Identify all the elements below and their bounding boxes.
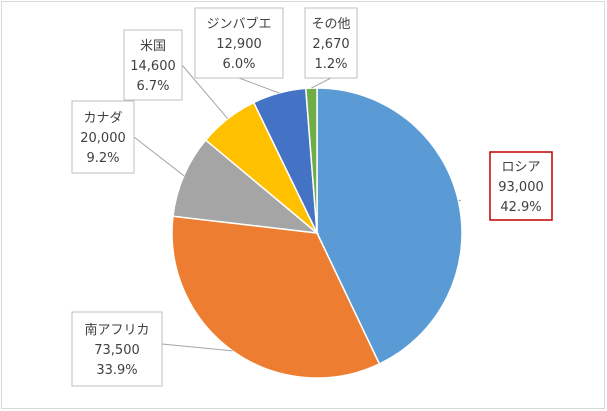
data-label-value: 12,900 [216, 37, 262, 52]
pie-slice [171, 215, 381, 379]
data-label-name: 米国 [140, 39, 166, 54]
data-label-box [489, 151, 553, 221]
data-label-percent: 1.2% [314, 57, 347, 72]
data-label-percent: 33.9% [96, 363, 137, 378]
leader-line [238, 77, 280, 94]
data-label-box [71, 311, 163, 387]
data-labels: ロシア 93,000 42.9% 南アフリカ 73,500 33.9% カナダ 20,000 9… [71, 7, 553, 387]
data-label-value: 73,500 [94, 343, 140, 358]
pie-slices [171, 87, 463, 379]
data-label: 米国 14,600 6.7% [123, 29, 183, 101]
data-label-box [71, 100, 135, 174]
leader-line [311, 77, 332, 89]
data-label-percent: 42.9% [500, 200, 541, 215]
data-label-box [304, 7, 358, 79]
leader-line [133, 136, 185, 177]
data-label-value: 14,600 [130, 59, 176, 74]
data-label: 南アフリカ 73,500 33.9% [71, 311, 163, 387]
data-label-percent: 6.7% [136, 79, 169, 94]
data-label-name: ロシア [501, 160, 540, 175]
leader-lines [133, 64, 462, 352]
data-label: その他 2,670 1.2% [304, 7, 358, 79]
data-label: ロシア 93,000 42.9% [489, 151, 553, 221]
pie-slice [172, 138, 320, 235]
pie-slice [316, 87, 463, 365]
data-label-name: ジンバブエ [206, 16, 271, 32]
data-label-name: その他 [311, 17, 350, 32]
data-label-box [194, 7, 284, 79]
data-label: カナダ 20,000 9.2% [71, 100, 135, 174]
data-label-percent: 6.0% [222, 57, 255, 72]
data-label: ジンバブエ 12,900 6.0% [194, 7, 284, 79]
pie-slice [304, 87, 318, 234]
leader-line [181, 64, 229, 120]
data-label-box [123, 29, 183, 101]
data-label-name: カナダ [83, 111, 122, 126]
leader-line [161, 343, 233, 352]
data-label-value: 20,000 [80, 131, 126, 146]
data-label-value: 2,670 [312, 37, 349, 52]
leader-line [458, 199, 462, 202]
data-label-value: 93,000 [498, 180, 544, 195]
data-label-percent: 9.2% [86, 151, 119, 166]
data-label-name: 南アフリカ [84, 322, 149, 338]
